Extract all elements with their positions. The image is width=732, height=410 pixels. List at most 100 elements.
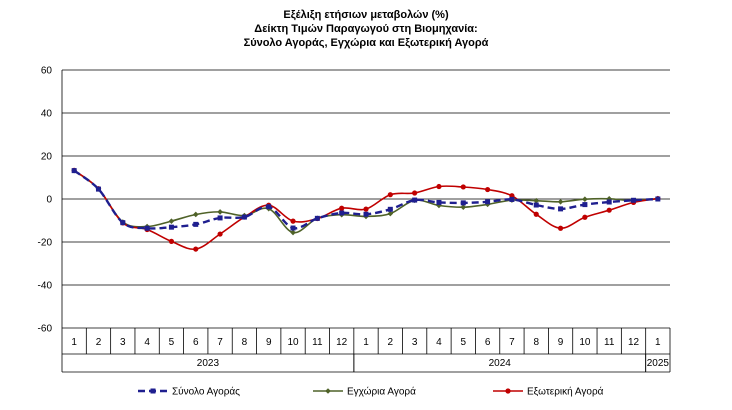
series-foreign-market xyxy=(71,167,661,252)
data-point xyxy=(387,192,393,198)
data-point xyxy=(217,215,223,221)
legend-swatch-marker xyxy=(150,388,156,394)
year-label: 2025 xyxy=(647,358,670,369)
legend: Σύνολο Αγοράς Εγχώρια Αγορά Εξωτερική Αγορ… xyxy=(138,386,604,398)
x-tick-label: 5 xyxy=(460,337,466,348)
chart-title-line-2: Δείκτη Τιμών Παραγωγού στη Βιομηχανία: xyxy=(254,23,478,35)
data-point xyxy=(436,199,442,205)
x-tick-label: 12 xyxy=(336,337,348,348)
data-point xyxy=(290,218,296,224)
data-point xyxy=(192,211,199,218)
series-lines xyxy=(71,167,661,252)
x-tick-label: 8 xyxy=(242,337,248,348)
x-tick-label: 10 xyxy=(287,337,299,348)
x-tick-label: 2 xyxy=(388,337,394,348)
y-tick-label: 0 xyxy=(46,195,52,206)
data-point xyxy=(485,186,491,193)
data-point xyxy=(582,202,588,208)
data-point xyxy=(339,205,345,211)
series-line xyxy=(73,169,658,230)
x-tick-label: 7 xyxy=(509,337,515,348)
data-point xyxy=(168,224,174,230)
y-tick-label: 40 xyxy=(41,109,53,120)
data-point xyxy=(460,184,466,190)
x-tick-label: 9 xyxy=(558,337,564,348)
data-point xyxy=(290,229,296,236)
series-domestic-market xyxy=(71,167,661,236)
legend-item: Εξωτερική Αγορά xyxy=(493,386,604,398)
data-point xyxy=(193,246,199,252)
x-tick-label: 6 xyxy=(193,337,199,348)
data-point xyxy=(363,206,369,212)
chart-title-line-3: Σύνολο Αγοράς, Εγχώρια και Εξωτερική Αγο… xyxy=(243,37,489,49)
x-tick-label: 4 xyxy=(144,337,150,348)
data-point xyxy=(168,238,175,244)
grid xyxy=(62,69,670,329)
data-point xyxy=(606,199,612,205)
data-point xyxy=(631,197,637,203)
year-label: 2024 xyxy=(489,358,512,369)
data-point xyxy=(533,197,540,204)
x-tick-label: 2 xyxy=(96,337,102,348)
data-point xyxy=(533,202,539,208)
data-point xyxy=(412,197,418,203)
data-point xyxy=(606,207,612,213)
legend-label: Εξωτερική Αγορά xyxy=(527,386,604,398)
x-tick-label: 9 xyxy=(266,337,272,348)
x-tick-label: 1 xyxy=(71,337,77,348)
data-point xyxy=(241,214,247,220)
data-point xyxy=(387,210,394,217)
x-tick-label: 1 xyxy=(363,337,369,348)
y-tick-label: -20 xyxy=(38,238,53,249)
data-point xyxy=(71,168,77,174)
x-tick-label: 3 xyxy=(120,337,126,348)
data-point xyxy=(314,215,320,221)
x-tick-label: 12 xyxy=(628,337,640,348)
data-point xyxy=(557,198,564,205)
data-point xyxy=(290,225,296,231)
data-point xyxy=(509,196,515,202)
data-point xyxy=(436,202,442,209)
x-tick-label: 11 xyxy=(312,337,323,348)
data-point xyxy=(363,211,369,217)
x-tick-label: 10 xyxy=(579,337,591,348)
legend-label: Σύνολο Αγοράς xyxy=(172,386,240,398)
x-tick-label: 6 xyxy=(485,337,491,348)
y-tick-label: -60 xyxy=(38,324,53,335)
year-label: 2023 xyxy=(197,358,220,369)
data-point xyxy=(557,225,564,231)
legend-item: Εγχώρια Αγορά xyxy=(313,386,416,398)
legend-label: Εγχώρια Αγορά xyxy=(347,386,416,398)
chart-title: Εξέλιξη ετήσιων μεταβολών (%) Δείκτη Τιμ… xyxy=(0,8,732,50)
data-point xyxy=(582,196,588,203)
data-point xyxy=(217,209,223,215)
data-point xyxy=(217,231,223,237)
data-point xyxy=(582,214,588,220)
data-point xyxy=(412,190,418,196)
legend-item: Σύνολο Αγοράς xyxy=(138,386,240,398)
data-point xyxy=(266,204,272,210)
series-line xyxy=(73,169,658,234)
data-point xyxy=(144,225,150,231)
data-point xyxy=(558,206,564,212)
data-point xyxy=(168,218,175,224)
data-point xyxy=(120,220,126,226)
data-point xyxy=(387,206,393,212)
x-tick-label: 5 xyxy=(169,337,175,348)
y-tick-label: -40 xyxy=(38,281,53,292)
data-point xyxy=(436,183,442,190)
data-point xyxy=(655,196,661,202)
data-point xyxy=(460,200,466,206)
data-point xyxy=(339,210,345,216)
x-tick-label: 4 xyxy=(436,337,442,348)
legend-swatch-marker xyxy=(325,388,331,394)
x-tick-label: 11 xyxy=(604,337,615,348)
x-tick-label: 7 xyxy=(217,337,223,348)
data-point xyxy=(193,221,199,227)
x-tick-label: 1 xyxy=(655,337,661,348)
data-point xyxy=(95,186,101,192)
data-point xyxy=(533,211,539,217)
legend-swatch-marker xyxy=(505,388,511,394)
